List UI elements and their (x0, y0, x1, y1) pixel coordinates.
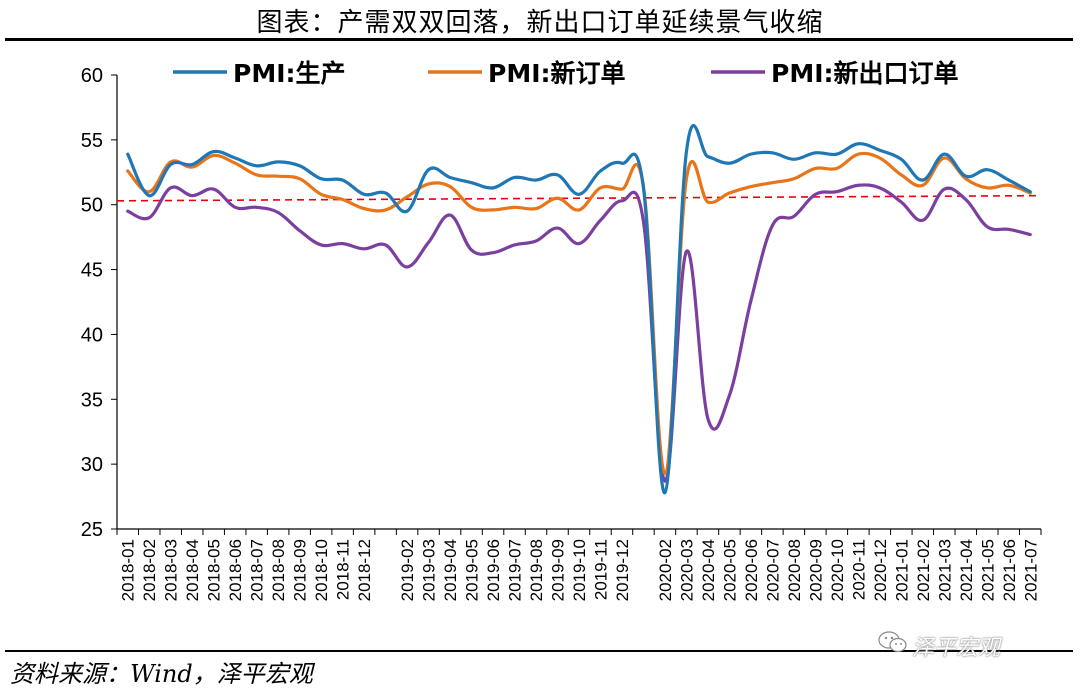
x-tick-label: 2019-06 (484, 539, 503, 601)
y-tick-label: 35 (81, 389, 103, 411)
x-tick-label: 2019-02 (398, 539, 417, 601)
x-tick-label: 2020-05 (720, 539, 739, 601)
wechat-icon (878, 631, 907, 653)
x-tick-label: 2019-11 (591, 539, 610, 600)
x-tick-label: 2018-08 (269, 539, 288, 601)
x-tick-label: 2019-10 (570, 539, 589, 601)
x-tick-label: 2019-03 (420, 539, 439, 601)
y-tick-label: 30 (81, 454, 103, 476)
x-tick-label: 2019-07 (506, 539, 525, 601)
x-tick-label: 2020-04 (699, 539, 718, 601)
x-tick-label: 2018-09 (291, 539, 310, 601)
x-tick-label: 2019-09 (549, 539, 568, 601)
series-line-production (126, 123, 1032, 495)
y-tick-label: 50 (81, 195, 103, 217)
x-tick-label: 2020-12 (871, 539, 890, 601)
y-tick-label: 55 (81, 130, 103, 152)
chart-title: 图表：产需双双回落，新出口订单延续景气收缩 (256, 8, 824, 38)
x-tick-label: 2021-07 (1021, 539, 1040, 601)
x-tick-label: 2019-04 (441, 539, 460, 601)
x-tick-label: 2021-02 (914, 539, 933, 601)
x-tick-label: 2018-05 (205, 539, 224, 601)
legend-label-new_export_orders: PMI:新出口订单 (771, 59, 959, 88)
x-tick-label: 2020-11 (849, 539, 868, 600)
x-tick-label: 2020-06 (742, 539, 761, 601)
x-tick-label: 2020-07 (763, 539, 782, 601)
x-tick-label: 2020-02 (656, 539, 675, 601)
series-line-new_export_orders (126, 183, 1032, 483)
x-tick-label: 2018-06 (226, 539, 245, 601)
x-tick-label: 2021-04 (957, 539, 976, 601)
y-tick-label: 60 (81, 65, 103, 87)
x-tick-label: 2018-01 (119, 539, 138, 601)
x-tick-label: 2019-05 (463, 539, 482, 601)
x-tick-label: 2018-10 (312, 539, 331, 601)
legend-label-new_orders: PMI:新订单 (488, 59, 626, 88)
series-line-new_orders (126, 151, 1032, 475)
x-tick-label: 2020-09 (806, 539, 825, 601)
x-tick-label: 2018-07 (248, 539, 267, 601)
y-tick-label: 40 (81, 324, 103, 346)
series-lines (126, 123, 1032, 495)
x-tick-label: 2020-10 (828, 539, 847, 601)
chart-legend: PMI:生产 PMI:新订单 PMI:新出口订单 (173, 59, 959, 88)
x-tick-label: 2018-02 (140, 539, 159, 601)
y-tick-label: 25 (81, 519, 103, 541)
x-tick-label: 2018-12 (355, 539, 374, 601)
reference-line-group (116, 194, 1042, 202)
x-tick-label: 2020-08 (785, 539, 804, 601)
x-tick-label: 2021-03 (935, 539, 954, 601)
x-tick-label: 2020-03 (677, 539, 696, 601)
watermark: 泽平宏观 (912, 636, 1001, 661)
x-tick-label: 2018-11 (334, 539, 353, 600)
legend-label-production: PMI:生产 (233, 59, 346, 88)
x-tick-label: 2019-12 (613, 539, 632, 601)
x-tick-label: 2018-04 (183, 539, 202, 601)
source-note: 资料来源：Wind，泽平宏观 (10, 660, 313, 688)
y-tick-label: 45 (81, 260, 103, 282)
title-rule (5, 38, 1073, 41)
x-tick-label: 2021-01 (892, 539, 911, 601)
x-tick-label: 2021-06 (1000, 539, 1019, 601)
reference-line-50 (116, 194, 1042, 202)
x-tick-label: 2021-05 (978, 539, 997, 601)
x-tick-label: 2018-03 (162, 539, 181, 601)
source-rule (5, 650, 1073, 652)
x-tick-label: 2019-08 (527, 539, 546, 601)
